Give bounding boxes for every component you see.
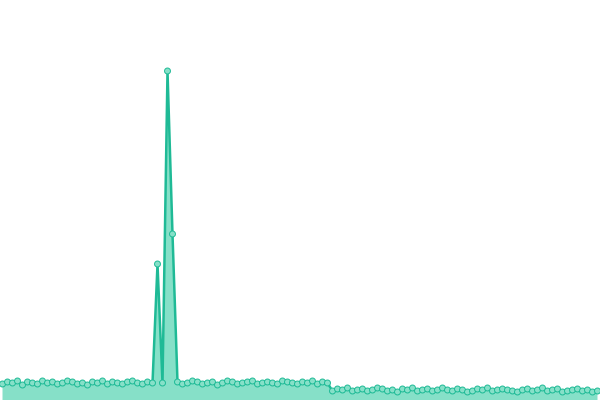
point bbox=[274, 380, 281, 388]
line bbox=[2, 69, 598, 394]
area-fill bbox=[2, 71, 598, 400]
point bbox=[164, 67, 171, 75]
point bbox=[99, 377, 106, 385]
point bbox=[394, 388, 401, 396]
point bbox=[159, 379, 166, 387]
point bbox=[149, 379, 156, 387]
point bbox=[324, 379, 331, 387]
point bbox=[249, 377, 256, 385]
point bbox=[84, 381, 91, 389]
point bbox=[554, 385, 561, 393]
point bbox=[19, 381, 26, 389]
point bbox=[154, 260, 161, 268]
point bbox=[409, 384, 416, 392]
point bbox=[539, 384, 546, 392]
point bbox=[484, 384, 491, 392]
point bbox=[344, 384, 351, 392]
point bbox=[594, 387, 600, 395]
point bbox=[169, 230, 176, 238]
point bbox=[14, 377, 21, 385]
point bbox=[209, 378, 216, 386]
point bbox=[34, 380, 41, 388]
point bbox=[309, 377, 316, 385]
